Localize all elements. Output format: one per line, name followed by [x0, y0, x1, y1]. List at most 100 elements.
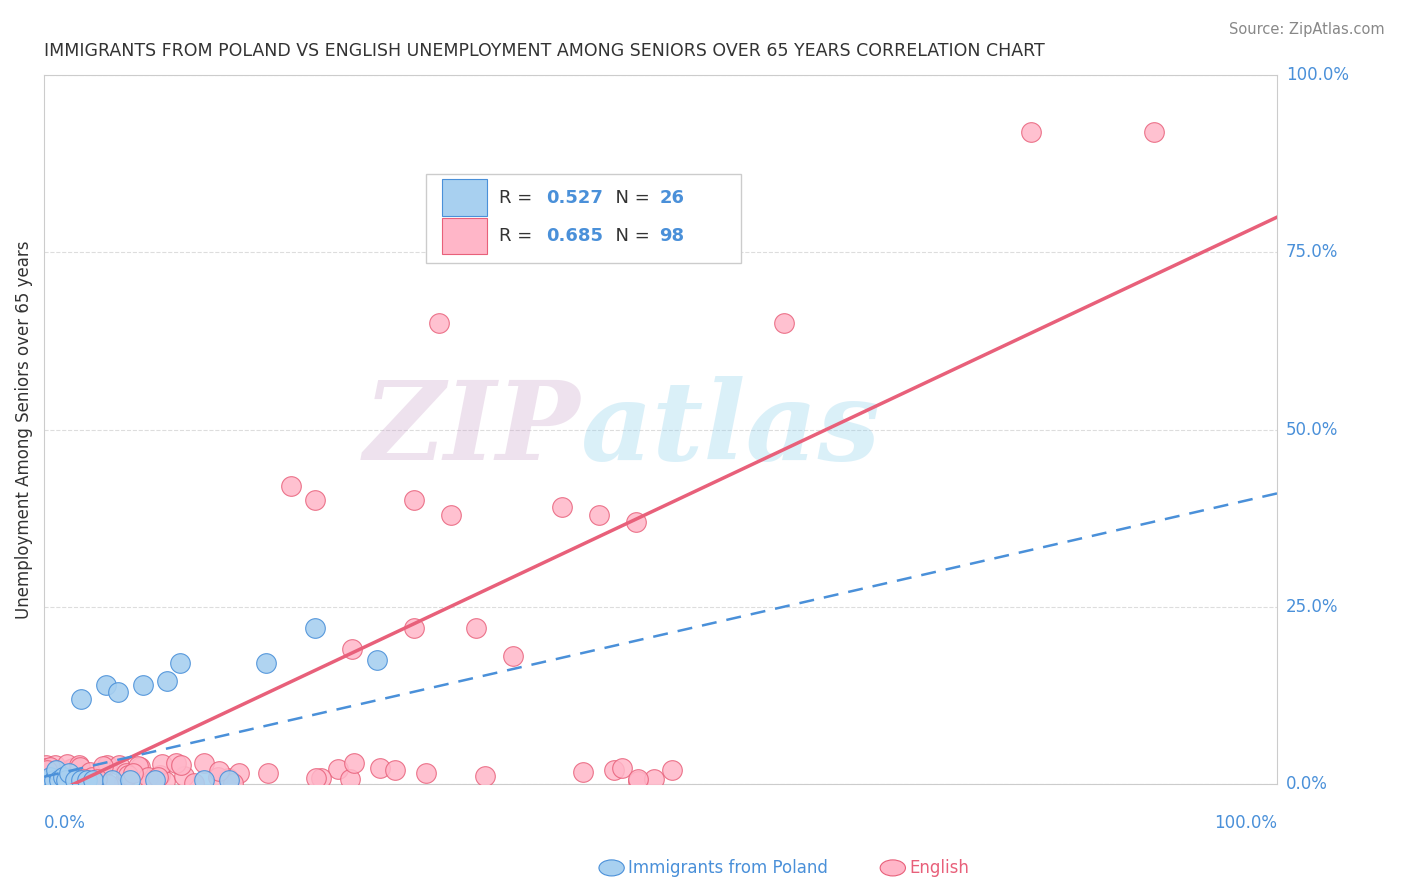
Text: 100.0%: 100.0%	[1286, 66, 1348, 84]
Point	[107, 684, 129, 698]
Text: N =: N =	[605, 189, 655, 207]
Point	[183, 776, 205, 790]
Y-axis label: Unemployment Among Seniors over 65 years: Unemployment Among Seniors over 65 years	[15, 240, 32, 619]
Point	[415, 766, 437, 780]
Text: 0.527: 0.527	[546, 189, 603, 207]
Point	[108, 757, 131, 772]
Text: ZIP: ZIP	[364, 376, 581, 483]
Point	[41, 772, 63, 786]
Point	[404, 493, 426, 508]
Text: R =: R =	[499, 189, 538, 207]
Point	[342, 642, 364, 657]
Point	[208, 764, 231, 778]
Point	[69, 760, 91, 774]
Point	[44, 776, 66, 790]
Point	[149, 768, 172, 782]
Point	[551, 500, 574, 515]
Point	[120, 773, 142, 788]
Point	[55, 770, 77, 784]
Point	[38, 766, 60, 780]
Point	[305, 771, 328, 785]
Point	[170, 757, 193, 772]
Text: 0.0%: 0.0%	[44, 814, 86, 832]
Point	[643, 772, 665, 786]
Text: R =: R =	[499, 227, 538, 245]
Point	[588, 508, 610, 522]
Point	[52, 774, 75, 789]
Point	[42, 773, 65, 788]
Point	[39, 765, 62, 780]
Point	[93, 759, 115, 773]
Point	[67, 758, 90, 772]
Point	[502, 649, 524, 664]
Point	[222, 776, 245, 790]
Point	[115, 766, 138, 780]
Point	[572, 765, 595, 780]
Point	[76, 773, 98, 788]
Point	[60, 770, 83, 784]
Point	[46, 770, 69, 784]
Point	[39, 768, 62, 782]
Point	[474, 769, 496, 783]
Point	[1019, 125, 1042, 139]
Point	[35, 764, 58, 778]
Point	[52, 770, 75, 784]
Point	[254, 657, 277, 671]
Point	[627, 772, 650, 786]
Point	[129, 760, 152, 774]
Point	[143, 773, 166, 788]
Point	[94, 678, 117, 692]
Point	[228, 766, 250, 780]
Point	[67, 775, 90, 789]
Point	[55, 757, 77, 772]
Point	[326, 762, 349, 776]
Point	[218, 773, 240, 788]
Point	[52, 775, 75, 789]
Point	[627, 773, 650, 788]
Point	[339, 772, 361, 786]
Point	[139, 772, 162, 787]
Point	[148, 770, 170, 784]
Point	[117, 768, 139, 782]
Point	[121, 765, 143, 780]
Point	[49, 776, 72, 790]
Point	[79, 765, 101, 780]
Point	[82, 773, 104, 788]
Point	[136, 770, 159, 784]
Point	[58, 766, 80, 780]
Point	[65, 766, 87, 780]
Point	[55, 773, 77, 788]
Text: English: English	[910, 859, 970, 877]
Point	[41, 766, 63, 780]
Point	[624, 515, 647, 529]
Point	[127, 758, 149, 772]
Point	[86, 772, 108, 786]
Point	[97, 777, 120, 791]
Point	[62, 761, 84, 775]
Point	[112, 774, 135, 789]
Text: atlas: atlas	[581, 376, 882, 483]
Point	[280, 479, 302, 493]
Point	[773, 316, 796, 330]
Point	[69, 764, 91, 779]
Point	[1143, 125, 1166, 139]
Point	[101, 773, 124, 788]
Point	[309, 771, 332, 785]
Point	[45, 763, 67, 777]
Point	[70, 773, 93, 788]
Text: 0.0%: 0.0%	[1286, 775, 1327, 793]
Point	[132, 678, 155, 692]
Point	[304, 621, 326, 635]
Point	[48, 773, 70, 788]
Point	[612, 761, 634, 775]
Point	[70, 691, 93, 706]
Point	[39, 770, 62, 784]
Point	[661, 764, 683, 778]
Point	[440, 508, 463, 522]
Point	[603, 763, 626, 777]
Point	[404, 621, 426, 635]
Text: N =: N =	[605, 227, 655, 245]
Point	[35, 758, 58, 772]
Text: Immigrants from Poland: Immigrants from Poland	[628, 859, 828, 877]
Point	[63, 760, 86, 774]
